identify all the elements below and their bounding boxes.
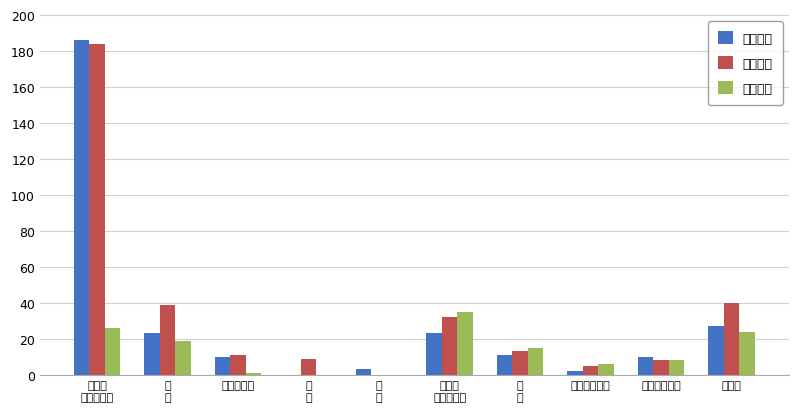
Bar bbox=[708, 326, 724, 375]
Bar bbox=[246, 373, 262, 375]
Bar bbox=[497, 355, 512, 375]
Bar bbox=[567, 371, 583, 375]
Bar bbox=[74, 41, 90, 375]
Bar bbox=[144, 334, 160, 375]
Bar bbox=[175, 341, 191, 375]
Bar bbox=[105, 328, 121, 375]
Bar bbox=[230, 355, 246, 375]
Bar bbox=[669, 361, 684, 375]
Bar bbox=[654, 361, 669, 375]
Bar bbox=[598, 364, 614, 375]
Bar bbox=[528, 348, 543, 375]
Bar bbox=[90, 45, 105, 375]
Bar bbox=[356, 370, 371, 375]
Bar bbox=[442, 318, 458, 375]
Bar bbox=[458, 312, 473, 375]
Bar bbox=[426, 334, 442, 375]
Bar bbox=[638, 357, 654, 375]
Bar bbox=[583, 366, 598, 375]
Bar bbox=[512, 351, 528, 375]
Legend: 県外転入, 県外転出, 県内移動: 県外転入, 県外転出, 県内移動 bbox=[708, 22, 782, 105]
Bar bbox=[724, 303, 739, 375]
Bar bbox=[301, 358, 316, 375]
Bar bbox=[739, 332, 755, 375]
Bar bbox=[215, 357, 230, 375]
Bar bbox=[160, 305, 175, 375]
